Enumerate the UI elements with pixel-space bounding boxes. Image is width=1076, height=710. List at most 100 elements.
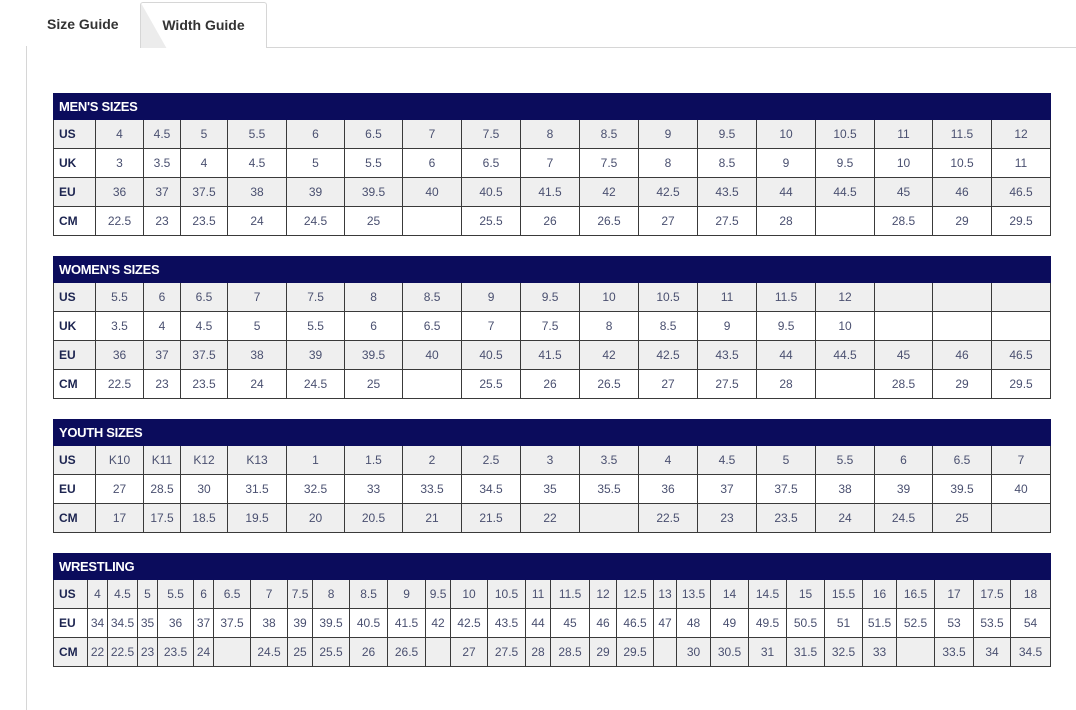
header-cell	[874, 256, 934, 283]
size-cell: 16.5	[896, 579, 936, 609]
size-cell: 27	[638, 206, 698, 236]
size-cell: 22	[520, 503, 581, 533]
size-cell: 24	[193, 637, 215, 667]
size-cell	[402, 369, 463, 399]
header-cell	[824, 553, 864, 580]
size-cell: 7	[991, 445, 1052, 475]
size-cell: 12	[991, 119, 1051, 149]
size-cell: 26	[349, 637, 389, 667]
header-cell	[697, 93, 757, 120]
size-cell: 8.5	[349, 579, 389, 609]
size-cell: 17.5	[143, 503, 181, 533]
header-cell	[638, 93, 698, 120]
size-cell: 9	[756, 148, 816, 178]
header-cell	[932, 256, 993, 283]
size-cell: 6.5	[402, 311, 463, 341]
size-cell: 27	[450, 637, 489, 667]
size-cell: 3.5	[579, 445, 640, 475]
header-cell	[550, 553, 591, 580]
table-row: CM 17 17.5 18.5 19.5 20 20.5 21 21.5 22 22.5 23 23.5…	[53, 503, 1052, 533]
size-cell: 9	[461, 282, 522, 312]
header-cell	[1010, 553, 1052, 580]
size-cell: 35	[520, 474, 581, 504]
size-cell: 10.5	[815, 119, 875, 149]
table-header-row: WRESTLING	[52, 553, 1052, 580]
size-cell: 38	[815, 474, 876, 504]
size-cell: 10.5	[932, 148, 992, 178]
size-cell: 9.5	[520, 282, 581, 312]
size-cell: 22.5	[107, 637, 138, 667]
size-cell: 22.5	[95, 206, 144, 236]
tab-corner-shade	[141, 3, 167, 48]
size-cell: 20	[286, 503, 346, 533]
header-cell	[286, 419, 346, 446]
row-label: US	[53, 282, 96, 312]
size-cell: 4	[143, 311, 181, 341]
size-cell: 50.5	[786, 608, 826, 638]
size-cell: 17	[95, 503, 144, 533]
size-cell: 7	[520, 148, 580, 178]
tab-size-guide[interactable]: Size Guide	[47, 16, 119, 32]
header-cell	[815, 256, 876, 283]
size-cell: 5.5	[286, 311, 346, 341]
size-cell: 4.5	[697, 445, 758, 475]
size-cell: 40.5	[461, 340, 522, 370]
header-cell	[402, 93, 462, 120]
size-cell: 27.5	[487, 637, 527, 667]
size-cell: 29.5	[991, 206, 1051, 236]
size-cell: 40	[991, 474, 1052, 504]
size-cell: 8	[638, 148, 698, 178]
size-cell: 41.5	[520, 340, 581, 370]
size-cell: 23	[143, 206, 181, 236]
size-cell: 8.5	[579, 119, 639, 149]
size-cell: 4	[638, 445, 699, 475]
size-cell	[402, 206, 462, 236]
size-cell: 8.5	[697, 148, 757, 178]
size-cell: 21.5	[461, 503, 522, 533]
header-cell	[487, 553, 527, 580]
size-cell: 5.5	[157, 579, 195, 609]
size-cell: 26.5	[387, 637, 427, 667]
header-cell	[286, 93, 345, 120]
size-cell: 9.5	[425, 579, 452, 609]
header-cell	[932, 419, 993, 446]
size-cell: 15.5	[824, 579, 864, 609]
size-cell: 37	[697, 474, 758, 504]
size-cell: 19.5	[226, 503, 288, 533]
size-cell: 4.5	[227, 148, 287, 178]
size-cell: 28	[525, 637, 552, 667]
size-cell: 39	[287, 608, 314, 638]
header-cell	[756, 256, 817, 283]
size-cell: 6	[143, 282, 181, 312]
size-cell: 23.5	[756, 503, 817, 533]
size-cell: 29	[932, 206, 992, 236]
table-row: EU 36 37 37.5 38 39 39.5 40 40.5 41.5 42 42.5 43.5 44…	[53, 340, 1052, 370]
size-cell	[579, 503, 640, 533]
size-cell: 11	[697, 282, 758, 312]
header-cell	[991, 93, 1051, 120]
size-cell: 7	[226, 282, 288, 312]
size-cell	[932, 311, 993, 341]
size-cell: 3	[95, 148, 144, 178]
tab-width-guide-label: Width Guide	[162, 17, 245, 33]
size-cell	[653, 637, 678, 667]
size-cell: 26.5	[579, 369, 640, 399]
table-row: US 4 4.5 5 5.5 6 6.5 7 7.5 8 8.5 9 9.5 10 10.5 11 11.5 12…	[53, 579, 1052, 609]
size-cell: 24	[815, 503, 876, 533]
size-cell: 5	[180, 119, 228, 149]
header-cell	[616, 553, 655, 580]
size-cell: 18	[1010, 579, 1052, 609]
size-cell: 36	[157, 608, 195, 638]
row-label: CM	[53, 637, 88, 667]
size-cell: 22.5	[95, 369, 144, 399]
header-cell	[934, 553, 975, 580]
tab-width-guide[interactable]: Width Guide	[140, 2, 267, 48]
row-label: EU	[53, 474, 96, 504]
table-row: CM 22.5 23 23.5 24 24.5 25 25.5 26 26.5 27 27.5 28 28…	[53, 206, 1051, 236]
size-cell: 38	[250, 608, 289, 638]
size-cell: 16	[862, 579, 898, 609]
size-cell: 24.5	[286, 206, 345, 236]
size-cell: 27	[638, 369, 699, 399]
table-title: WOMEN'S SIZES	[52, 256, 288, 283]
size-cell: 51.5	[862, 608, 898, 638]
